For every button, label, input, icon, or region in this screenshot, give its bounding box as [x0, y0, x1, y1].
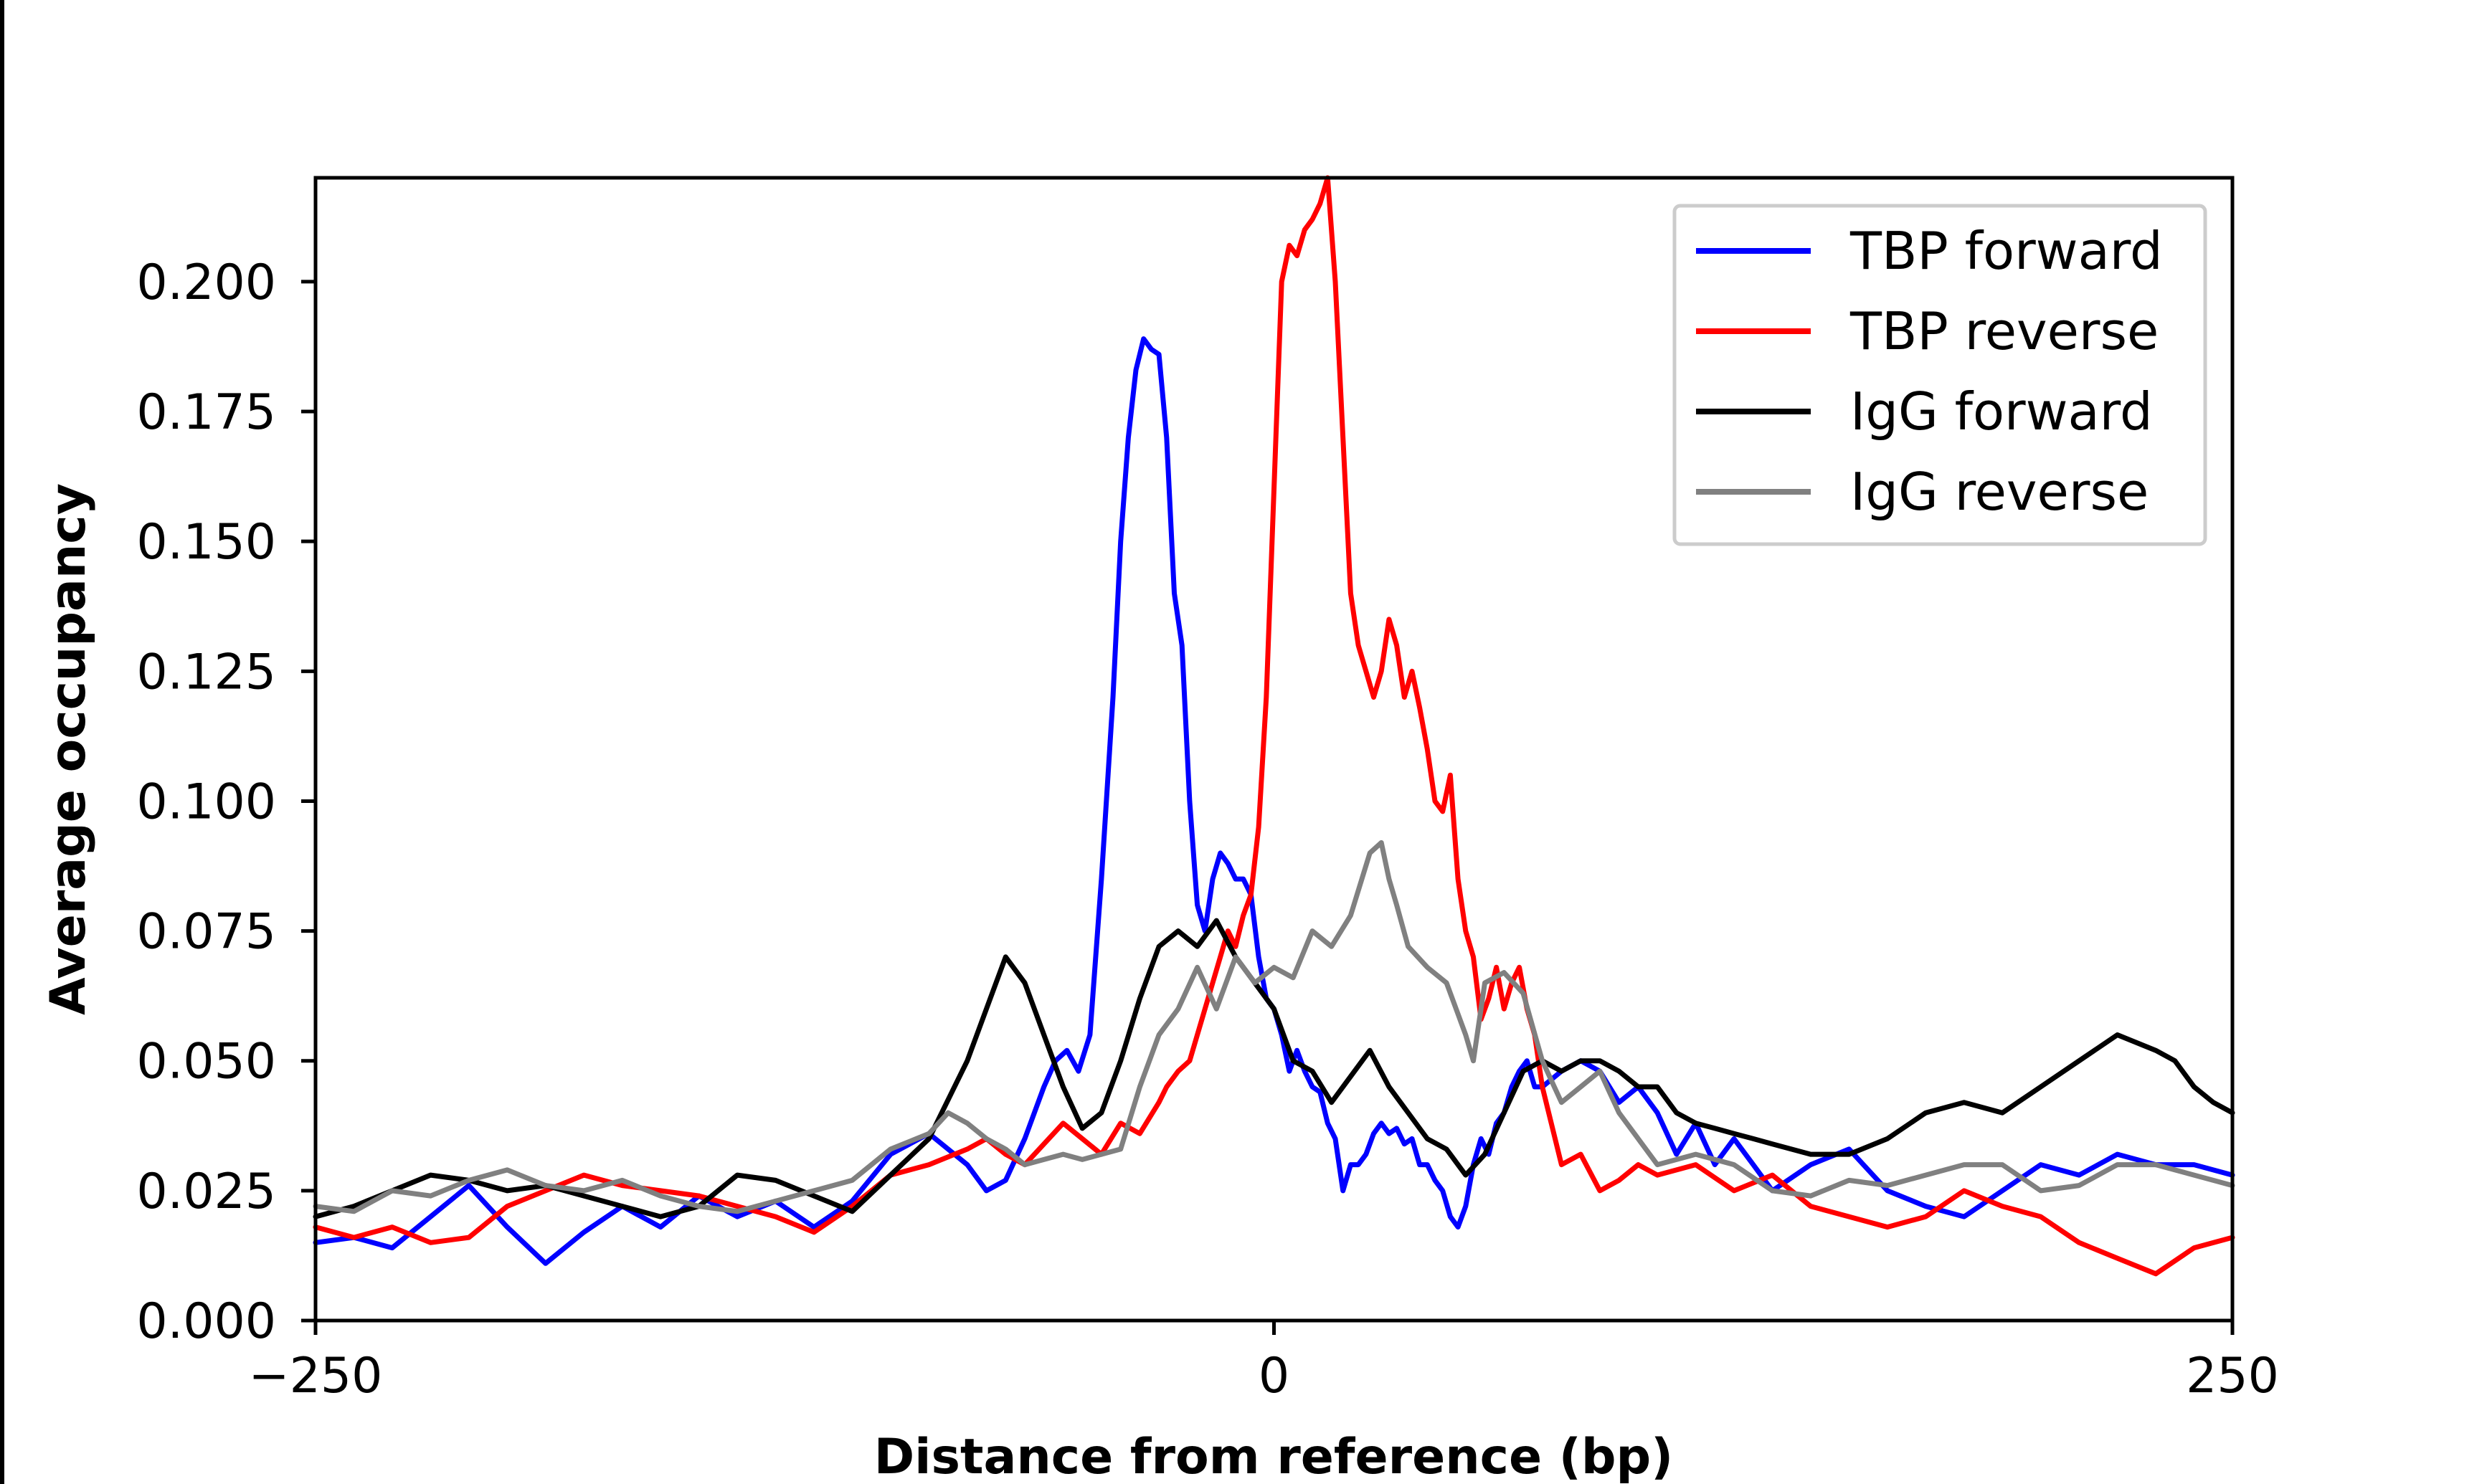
x-axis: −250 0 250	[249, 1321, 2279, 1404]
legend-box	[1672, 204, 2207, 546]
y-tick-label: 0.025	[136, 1164, 276, 1220]
series-line-1	[313, 175, 2235, 1277]
y-tick-label: 0.100	[136, 774, 276, 830]
x-tick-label: −250	[249, 1348, 383, 1404]
y-tick-label: 0.150	[136, 514, 276, 571]
legend-label-3: IgG reverse	[1850, 462, 2149, 522]
y-axis: 0.000 0.025 0.050 0.075 0.100 0.125 0.150 0.175…	[136, 255, 316, 1350]
y-axis-title: Average occupancy	[40, 483, 97, 1015]
series-line-2	[313, 918, 2235, 1219]
series-line-0	[313, 336, 2235, 1266]
legend-label-1: TBP reverse	[1849, 301, 2159, 361]
legend: TBP forward TBP reverse IgG forward IgG rev…	[1672, 204, 2207, 546]
legend-label-0: TBP forward	[1849, 221, 2163, 281]
x-tick-label: 0	[1259, 1348, 1289, 1404]
series-line-3	[313, 839, 2235, 1214]
y-tick-label: 0.075	[136, 904, 276, 961]
legend-label-2: IgG forward	[1850, 381, 2153, 442]
y-tick-label: 0.000	[136, 1293, 276, 1350]
y-tick-label: 0.200	[136, 255, 276, 311]
y-tick-label: 0.050	[136, 1034, 276, 1090]
y-tick-label: 0.175	[136, 384, 276, 441]
y-tick-label: 0.125	[136, 644, 276, 700]
x-axis-title: Distance from reference (bp)	[874, 1429, 1674, 1484]
x-tick-label: 250	[2186, 1348, 2279, 1404]
series-layer	[313, 175, 2235, 1277]
figure-left-border	[0, 0, 4, 1484]
